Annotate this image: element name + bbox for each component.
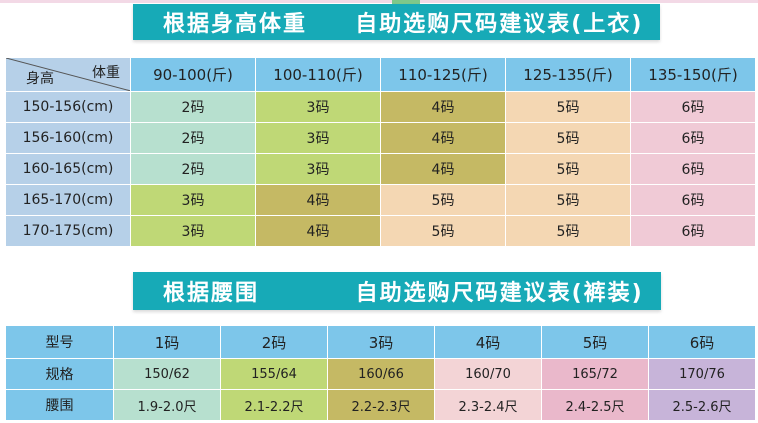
height-row: 170-175(cm) 3码 4码 5码 5码 6码 xyxy=(5,215,756,247)
spec-cell: 170/76 xyxy=(648,358,756,390)
size-recommendation-cell: 5码 xyxy=(505,91,631,123)
size-recommendation-cell: 6码 xyxy=(630,215,756,247)
weight-column-header: 110-125(斤) xyxy=(380,57,506,92)
size-recommendation-cell: 3码 xyxy=(130,184,256,216)
height-range-cell: 150-156(cm) xyxy=(5,91,131,123)
spec-cell: 155/64 xyxy=(220,358,328,390)
size-column-header: 6码 xyxy=(648,325,756,359)
waist-cell: 2.2-2.3尺 xyxy=(327,389,435,421)
size-recommendation-cell: 4码 xyxy=(380,91,506,123)
top-decoration-accent xyxy=(392,0,420,4)
size-recommendation-cell: 4码 xyxy=(255,184,381,216)
top-decoration-strip xyxy=(0,0,758,3)
spec-cell: 160/66 xyxy=(327,358,435,390)
weight-column-header: 135-150(斤) xyxy=(630,57,756,92)
size-recommendation-cell: 5码 xyxy=(505,184,631,216)
waist-row: 腰围 1.9-2.0尺 2.1-2.2尺 2.2-2.3尺 2.3-2.4尺 2… xyxy=(5,389,756,421)
size-column-header: 3码 xyxy=(327,325,435,359)
pants-size-chart-table: 型号 1码 2码 3码 4码 5码 6码 规格 150/62 155/64 16… xyxy=(5,325,756,421)
weight-column-header: 100-110(斤) xyxy=(255,57,381,92)
height-row: 160-165(cm) 2码 3码 4码 5码 6码 xyxy=(5,153,756,185)
size-recommendation-cell: 4码 xyxy=(255,215,381,247)
weight-axis-label: 体重 xyxy=(92,65,120,81)
height-row: 156-160(cm) 2码 3码 4码 5码 6码 xyxy=(5,122,756,154)
weight-header-row: 体重 身高 90-100(斤) 100-110(斤) 110-125(斤) 12… xyxy=(5,57,756,92)
size-recommendation-cell: 5码 xyxy=(505,122,631,154)
bottom-size-chart-title: 根据腰围 自助选购尺码建议表(裤装) xyxy=(133,272,661,310)
size-recommendation-cell: 5码 xyxy=(505,215,631,247)
waist-cell: 1.9-2.0尺 xyxy=(113,389,221,421)
model-label-cell: 型号 xyxy=(5,325,114,359)
size-recommendation-cell: 3码 xyxy=(255,91,381,123)
size-recommendation-cell: 3码 xyxy=(255,153,381,185)
size-recommendation-cell: 2码 xyxy=(130,122,256,154)
size-column-header: 5码 xyxy=(541,325,649,359)
size-recommendation-cell: 6码 xyxy=(630,122,756,154)
weight-column-header: 125-135(斤) xyxy=(505,57,631,92)
spec-cell: 165/72 xyxy=(541,358,649,390)
height-row: 150-156(cm) 2码 3码 4码 5码 6码 xyxy=(5,91,756,123)
size-recommendation-cell: 6码 xyxy=(630,184,756,216)
height-range-cell: 160-165(cm) xyxy=(5,153,131,185)
spec-row: 规格 150/62 155/64 160/66 160/70 165/72 17… xyxy=(5,358,756,390)
size-recommendation-cell: 4码 xyxy=(380,122,506,154)
size-column-header: 4码 xyxy=(434,325,542,359)
waist-cell: 2.5-2.6尺 xyxy=(648,389,756,421)
size-header-row: 型号 1码 2码 3码 4码 5码 6码 xyxy=(5,325,756,359)
waist-cell: 2.1-2.2尺 xyxy=(220,389,328,421)
size-recommendation-cell: 2码 xyxy=(130,91,256,123)
height-row: 165-170(cm) 3码 4码 5码 5码 6码 xyxy=(5,184,756,216)
size-recommendation-cell: 5码 xyxy=(380,215,506,247)
height-axis-label: 身高 xyxy=(26,71,54,87)
size-recommendation-cell: 5码 xyxy=(505,153,631,185)
height-range-cell: 165-170(cm) xyxy=(5,184,131,216)
waist-label-cell: 腰围 xyxy=(5,389,114,421)
size-recommendation-cell: 6码 xyxy=(630,91,756,123)
size-recommendation-cell: 3码 xyxy=(255,122,381,154)
spec-cell: 150/62 xyxy=(113,358,221,390)
top-size-chart-title: 根据身高体重 自助选购尺码建议表(上衣) xyxy=(133,4,660,40)
corner-header-cell: 体重 身高 xyxy=(5,57,131,92)
height-range-cell: 156-160(cm) xyxy=(5,122,131,154)
size-recommendation-cell: 3码 xyxy=(130,215,256,247)
size-column-header: 1码 xyxy=(113,325,221,359)
height-range-cell: 170-175(cm) xyxy=(5,215,131,247)
spec-label-cell: 规格 xyxy=(5,358,114,390)
top-size-chart-table: 体重 身高 90-100(斤) 100-110(斤) 110-125(斤) 12… xyxy=(5,57,756,247)
size-column-header: 2码 xyxy=(220,325,328,359)
size-recommendation-cell: 6码 xyxy=(630,153,756,185)
weight-column-header: 90-100(斤) xyxy=(130,57,256,92)
size-recommendation-cell: 5码 xyxy=(380,184,506,216)
size-recommendation-cell: 4码 xyxy=(380,153,506,185)
waist-cell: 2.4-2.5尺 xyxy=(541,389,649,421)
spec-cell: 160/70 xyxy=(434,358,542,390)
waist-cell: 2.3-2.4尺 xyxy=(434,389,542,421)
diagonal-divider xyxy=(6,58,130,91)
size-recommendation-cell: 2码 xyxy=(130,153,256,185)
